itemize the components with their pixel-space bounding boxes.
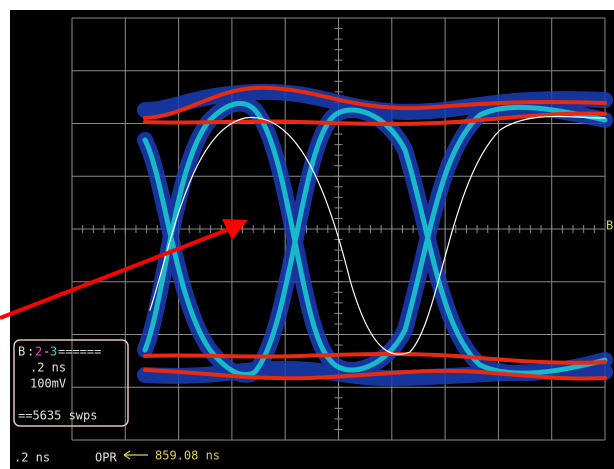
scale: 100mV xyxy=(30,377,66,391)
right-marker: B xyxy=(606,219,613,233)
channel: B xyxy=(18,345,25,359)
fill: ====== xyxy=(58,345,101,359)
scope-screen: B : 2 - 3 ====== .2 ns 100mV ==5635 swps… xyxy=(0,0,614,469)
screen-bg xyxy=(10,10,614,469)
status-marker: 859.08 ns xyxy=(155,449,220,463)
status-mode: OPR xyxy=(95,451,117,465)
page: B : 2 - 3 ====== .2 ns 100mV ==5635 swps… xyxy=(0,0,614,469)
status-timebase: .2 ns xyxy=(14,451,50,465)
timebase: .2 ns xyxy=(30,361,66,375)
trace-a: 2 xyxy=(35,345,42,359)
sweeps: ==5635 swps xyxy=(18,409,97,423)
trace-b: 3 xyxy=(50,345,57,359)
separator: : xyxy=(27,345,34,359)
